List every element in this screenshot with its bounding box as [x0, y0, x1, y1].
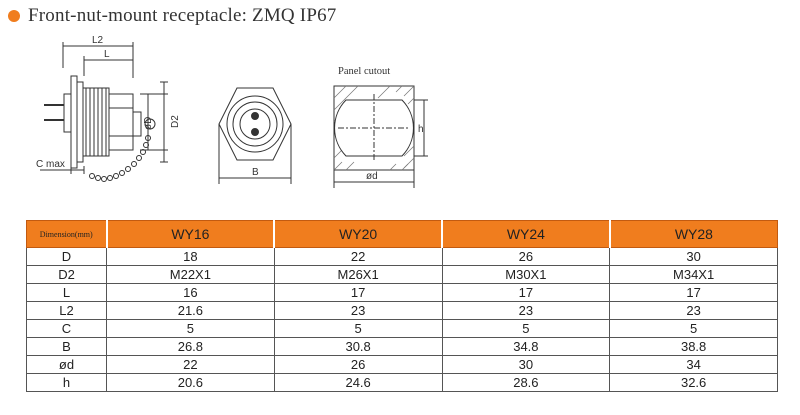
table-cell: 17: [609, 283, 778, 302]
table-row: D 18 22 26 30: [26, 247, 778, 266]
side-view-drawing: [40, 42, 168, 182]
label-cmax: C max: [36, 159, 65, 170]
label-h: h: [418, 124, 424, 135]
table-cell: 20.6: [106, 373, 275, 392]
table-cell: 30.8: [273, 337, 443, 356]
column-header-wy20: WY20: [273, 220, 443, 248]
table-cell: 28.6: [441, 373, 611, 392]
page-title: Front-nut-mount receptacle: ZMQ IP67: [28, 5, 337, 26]
table-cell: 5: [273, 319, 443, 338]
dust-cap-chain: [89, 135, 151, 182]
title-row: Front-nut-mount receptacle: ZMQ IP67: [8, 4, 337, 28]
table-row: h 20.6 24.6 28.6 32.6: [26, 373, 778, 392]
table-row: L2 21.6 23 23 23: [26, 301, 778, 320]
row-label: L: [26, 283, 107, 302]
panel-cutout-drawing: [333, 85, 428, 188]
table-cell: 5: [609, 319, 778, 338]
table-row: B 26.8 30.8 34.8 38.8: [26, 337, 778, 356]
table-cell: M26X1: [273, 265, 443, 284]
dimension-table: Dimension(mm) WY16 WY20 WY24 WY28 D 18 2…: [26, 220, 778, 392]
row-label: B: [26, 337, 107, 356]
table-cell: 34.8: [441, 337, 611, 356]
row-label: D2: [26, 265, 107, 284]
table-cell: 23: [609, 301, 778, 320]
column-header-dimension: Dimension(mm): [26, 220, 107, 248]
table-row: ød 22 26 30 34: [26, 355, 778, 374]
table-cell: 5: [441, 319, 611, 338]
table-cell: 16: [106, 283, 275, 302]
row-label: ød: [26, 355, 107, 374]
table-cell: 38.8: [609, 337, 778, 356]
table-cell: M30X1: [441, 265, 611, 284]
label-d2: D2: [170, 115, 181, 128]
table-cell: 24.6: [273, 373, 443, 392]
table-cell: 32.6: [609, 373, 778, 392]
row-label: D: [26, 247, 107, 266]
table-cell: 26: [441, 247, 611, 266]
table-row: L 16 17 17 17: [26, 283, 778, 302]
column-header-wy28: WY28: [608, 220, 778, 248]
table-cell: 26.8: [106, 337, 275, 356]
label-panel-cutout: Panel cutout: [338, 66, 390, 77]
table-cell: 30: [441, 355, 611, 374]
row-label: L2: [26, 301, 107, 320]
table-cell: 22: [273, 247, 443, 266]
table-cell: 5: [106, 319, 275, 338]
label-od: øD: [143, 117, 154, 130]
table-cell: 17: [441, 283, 611, 302]
label-l: L: [104, 49, 110, 60]
column-header-wy16: WY16: [105, 220, 275, 248]
column-header-wy24: WY24: [441, 220, 611, 248]
table-cell: 34: [609, 355, 778, 374]
table-cell: 17: [273, 283, 443, 302]
table-row: C 5 5 5 5: [26, 319, 778, 338]
table-cell: 23: [441, 301, 611, 320]
technical-drawing: L2 L øD D2 C max B Panel cutout h ød: [36, 35, 428, 188]
table-cell: 26: [273, 355, 443, 374]
table-cell: 22: [106, 355, 275, 374]
table-row: D2 M22X1 M26X1 M30X1 M34X1: [26, 265, 778, 284]
row-label: h: [26, 373, 107, 392]
label-l2: L2: [92, 35, 104, 46]
label-od-small: ød: [366, 171, 378, 182]
table-cell: 23: [273, 301, 443, 320]
label-b: B: [252, 167, 259, 178]
table-cell: 21.6: [106, 301, 275, 320]
table-header-row: Dimension(mm) WY16 WY20 WY24 WY28: [26, 220, 778, 248]
table-cell: 18: [106, 247, 275, 266]
table-cell: M22X1: [106, 265, 275, 284]
table-cell: 30: [609, 247, 778, 266]
table-cell: M34X1: [609, 265, 778, 284]
orange-bullet-icon: [8, 10, 20, 22]
row-label: C: [26, 319, 107, 338]
front-view-drawing: [218, 87, 292, 184]
